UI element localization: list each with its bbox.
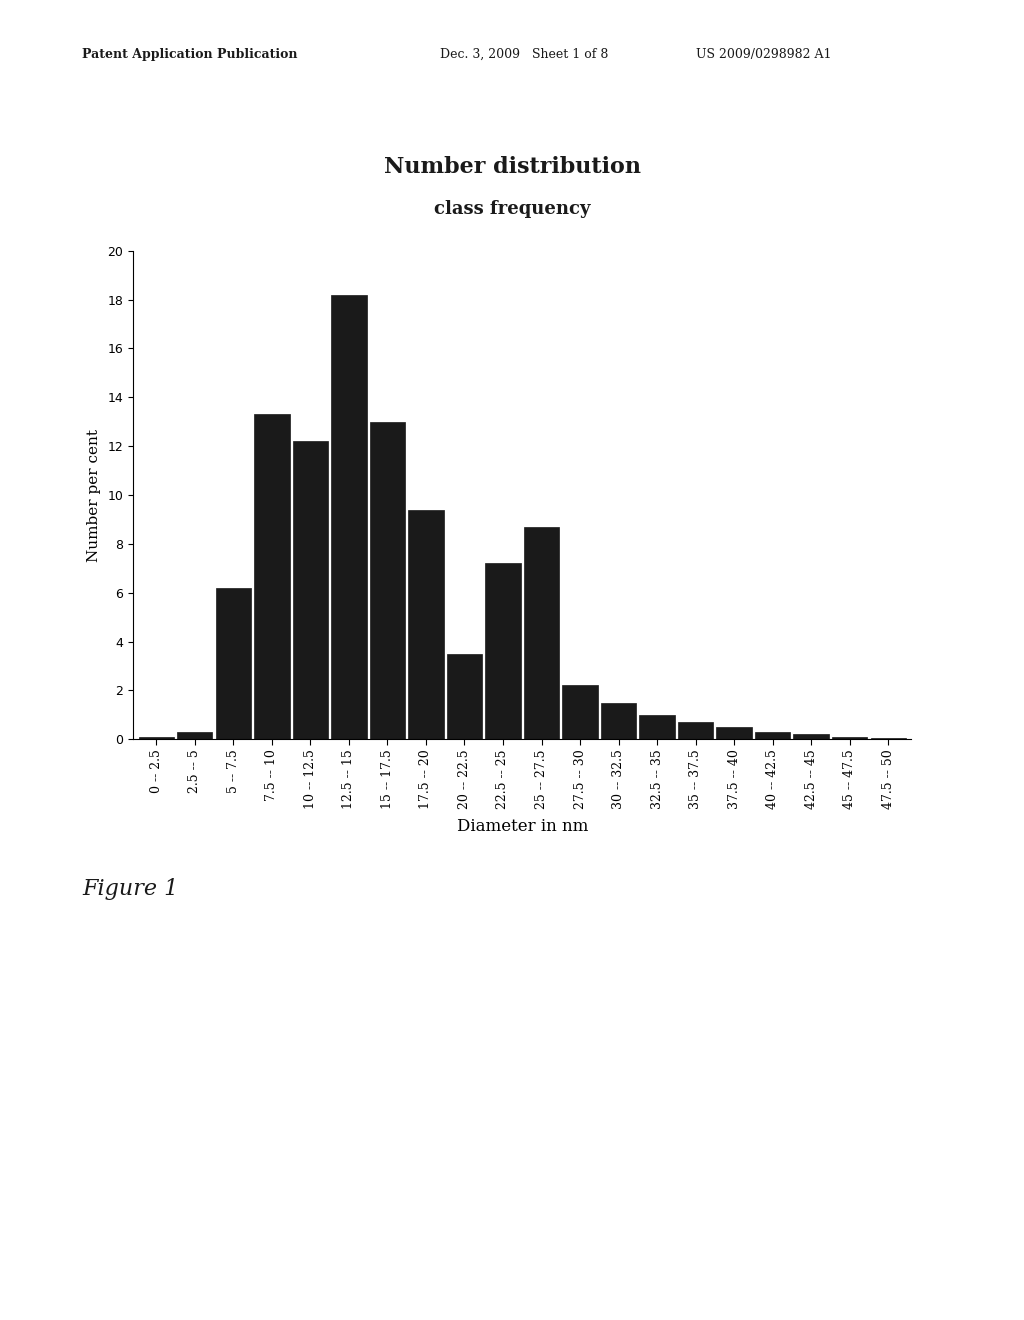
Bar: [601, 702, 636, 739]
Bar: [485, 564, 520, 739]
Text: US 2009/0298982 A1: US 2009/0298982 A1: [696, 48, 831, 61]
Text: class frequency: class frequency: [434, 199, 590, 218]
Y-axis label: Number per cent: Number per cent: [87, 429, 100, 561]
Text: Patent Application Publication: Patent Application Publication: [82, 48, 297, 61]
Bar: [331, 294, 367, 739]
Bar: [755, 731, 791, 739]
Bar: [562, 685, 598, 739]
Bar: [446, 653, 482, 739]
Bar: [370, 422, 406, 739]
Bar: [717, 727, 752, 739]
Bar: [177, 731, 213, 739]
Bar: [409, 510, 443, 739]
Text: Number distribution: Number distribution: [384, 156, 640, 178]
Bar: [138, 737, 174, 739]
X-axis label: Diameter in nm: Diameter in nm: [457, 818, 588, 834]
Bar: [678, 722, 714, 739]
Bar: [254, 414, 290, 739]
Bar: [831, 737, 867, 739]
Text: Dec. 3, 2009   Sheet 1 of 8: Dec. 3, 2009 Sheet 1 of 8: [440, 48, 608, 61]
Bar: [639, 715, 675, 739]
Bar: [216, 587, 251, 739]
Bar: [293, 441, 328, 739]
Text: Figure 1: Figure 1: [82, 878, 178, 900]
Bar: [524, 527, 559, 739]
Bar: [794, 734, 828, 739]
